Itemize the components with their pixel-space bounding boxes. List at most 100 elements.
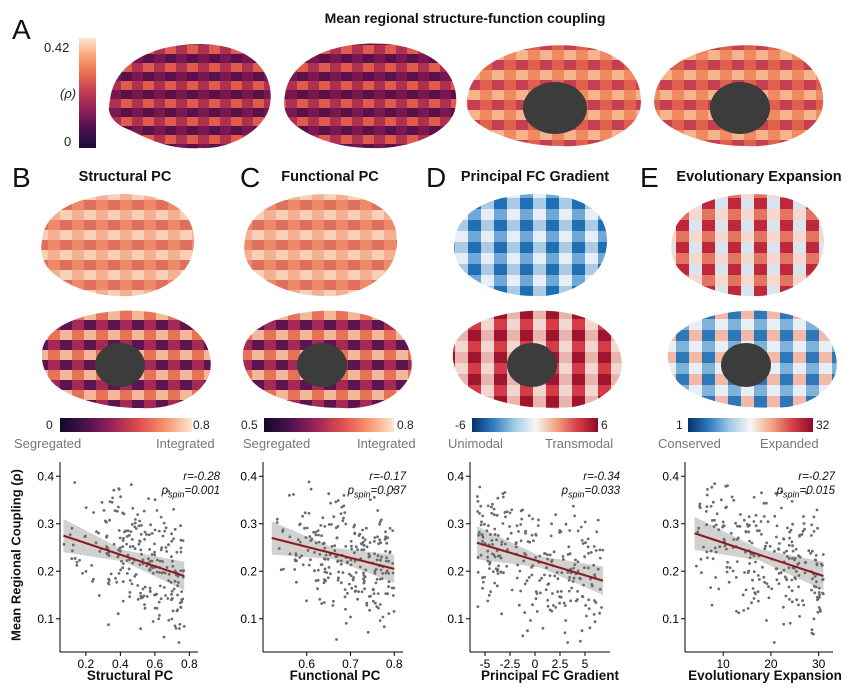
data-point-d: [486, 555, 489, 559]
data-point-d: [531, 564, 535, 568]
data-point-c: [333, 544, 337, 548]
data-point-d: [563, 631, 567, 635]
data-point-d: [554, 606, 558, 609]
data-point-e: [775, 535, 778, 539]
xlabel-e: Evolutionary Expansion: [688, 668, 842, 683]
data-point-c: [342, 516, 345, 520]
data-point-b: [167, 489, 171, 493]
data-point-e: [760, 532, 763, 536]
data-point-d: [488, 562, 491, 566]
data-point-d: [574, 558, 577, 562]
data-point-b: [105, 534, 109, 538]
data-point-e: [746, 607, 750, 610]
data-point-e: [803, 571, 807, 575]
data-point-e: [702, 545, 705, 549]
data-point-c: [307, 480, 311, 484]
data-point-c: [377, 606, 380, 610]
data-point-b: [167, 579, 171, 582]
data-point-c: [379, 568, 383, 572]
data-point-c: [320, 534, 323, 538]
data-point-e: [731, 569, 735, 573]
stat-c-r: r=-0.17: [369, 471, 406, 483]
data-point-b: [105, 551, 109, 555]
data-point-c: [376, 554, 380, 558]
data-point-b: [155, 558, 159, 562]
data-point-c: [320, 602, 324, 605]
data-point-e: [705, 550, 709, 554]
data-point-b: [167, 618, 171, 622]
data-point-e: [728, 566, 732, 570]
data-point-d: [519, 539, 523, 543]
data-point-b: [176, 608, 180, 612]
data-point-e: [797, 603, 800, 607]
data-point-c: [362, 581, 366, 585]
data-point-d: [491, 570, 495, 573]
data-point-c: [342, 504, 346, 508]
data-point-c: [365, 603, 369, 607]
data-point-b: [110, 500, 114, 504]
data-point-b: [147, 533, 151, 537]
data-point-c: [368, 554, 372, 558]
data-point-b: [180, 590, 184, 593]
data-point-b: [133, 547, 137, 551]
data-point-d: [493, 555, 497, 559]
data-point-b: [130, 538, 134, 541]
data-point-e: [801, 529, 805, 533]
data-point-c: [363, 587, 366, 591]
data-point-e: [765, 582, 769, 585]
data-point-b: [177, 641, 181, 644]
data-point-d: [527, 576, 531, 579]
data-point-b: [176, 584, 180, 588]
data-point-d: [525, 579, 529, 583]
data-point-e: [752, 570, 756, 574]
data-point-c: [375, 577, 379, 581]
data-point-d: [598, 611, 601, 615]
data-point-b: [167, 543, 170, 547]
data-point-c: [365, 601, 369, 605]
y-tick-label-d: 0.2: [447, 564, 464, 578]
data-point-e: [748, 539, 751, 543]
data-point-c: [298, 522, 302, 526]
data-point-b: [106, 581, 110, 585]
data-point-d: [503, 491, 507, 494]
data-point-e: [756, 529, 759, 533]
data-point-e: [787, 585, 791, 589]
stat-e: r=-0.27 pspin=0.015: [755, 470, 835, 501]
data-point-c: [352, 576, 355, 579]
data-point-d: [495, 584, 499, 588]
data-point-d: [567, 545, 571, 549]
data-point-c: [322, 578, 326, 581]
data-point-b: [148, 568, 151, 571]
data-point-e: [812, 515, 816, 519]
data-point-d: [569, 599, 573, 603]
data-point-d: [572, 576, 576, 580]
data-point-e: [757, 599, 760, 603]
data-point-d: [483, 522, 486, 526]
data-point-b: [166, 597, 170, 600]
data-point-d: [506, 537, 510, 541]
data-point-c: [371, 587, 375, 591]
data-point-e: [784, 594, 788, 598]
data-point-b: [78, 558, 81, 562]
data-point-c: [281, 528, 285, 532]
data-point-b: [131, 506, 135, 510]
data-point-b: [128, 579, 132, 582]
data-point-d: [580, 629, 584, 633]
data-point-c: [349, 563, 353, 567]
data-point-d: [572, 504, 575, 508]
x-tick-label-c: 0.6: [298, 657, 315, 671]
stat-d-r: r=-0.34: [583, 471, 620, 483]
x-tick-label-d: -5: [480, 657, 491, 671]
data-point-b: [158, 614, 161, 617]
data-point-b: [129, 530, 133, 533]
data-point-b: [157, 617, 161, 621]
cbar-e-min: 1: [676, 418, 683, 432]
data-point-d: [562, 558, 565, 561]
data-point-e: [775, 567, 779, 571]
data-point-b: [147, 497, 151, 500]
data-point-b: [107, 554, 111, 557]
data-point-b: [73, 481, 77, 484]
data-point-d: [487, 593, 491, 597]
data-point-e: [754, 592, 757, 596]
data-point-e: [752, 597, 756, 600]
